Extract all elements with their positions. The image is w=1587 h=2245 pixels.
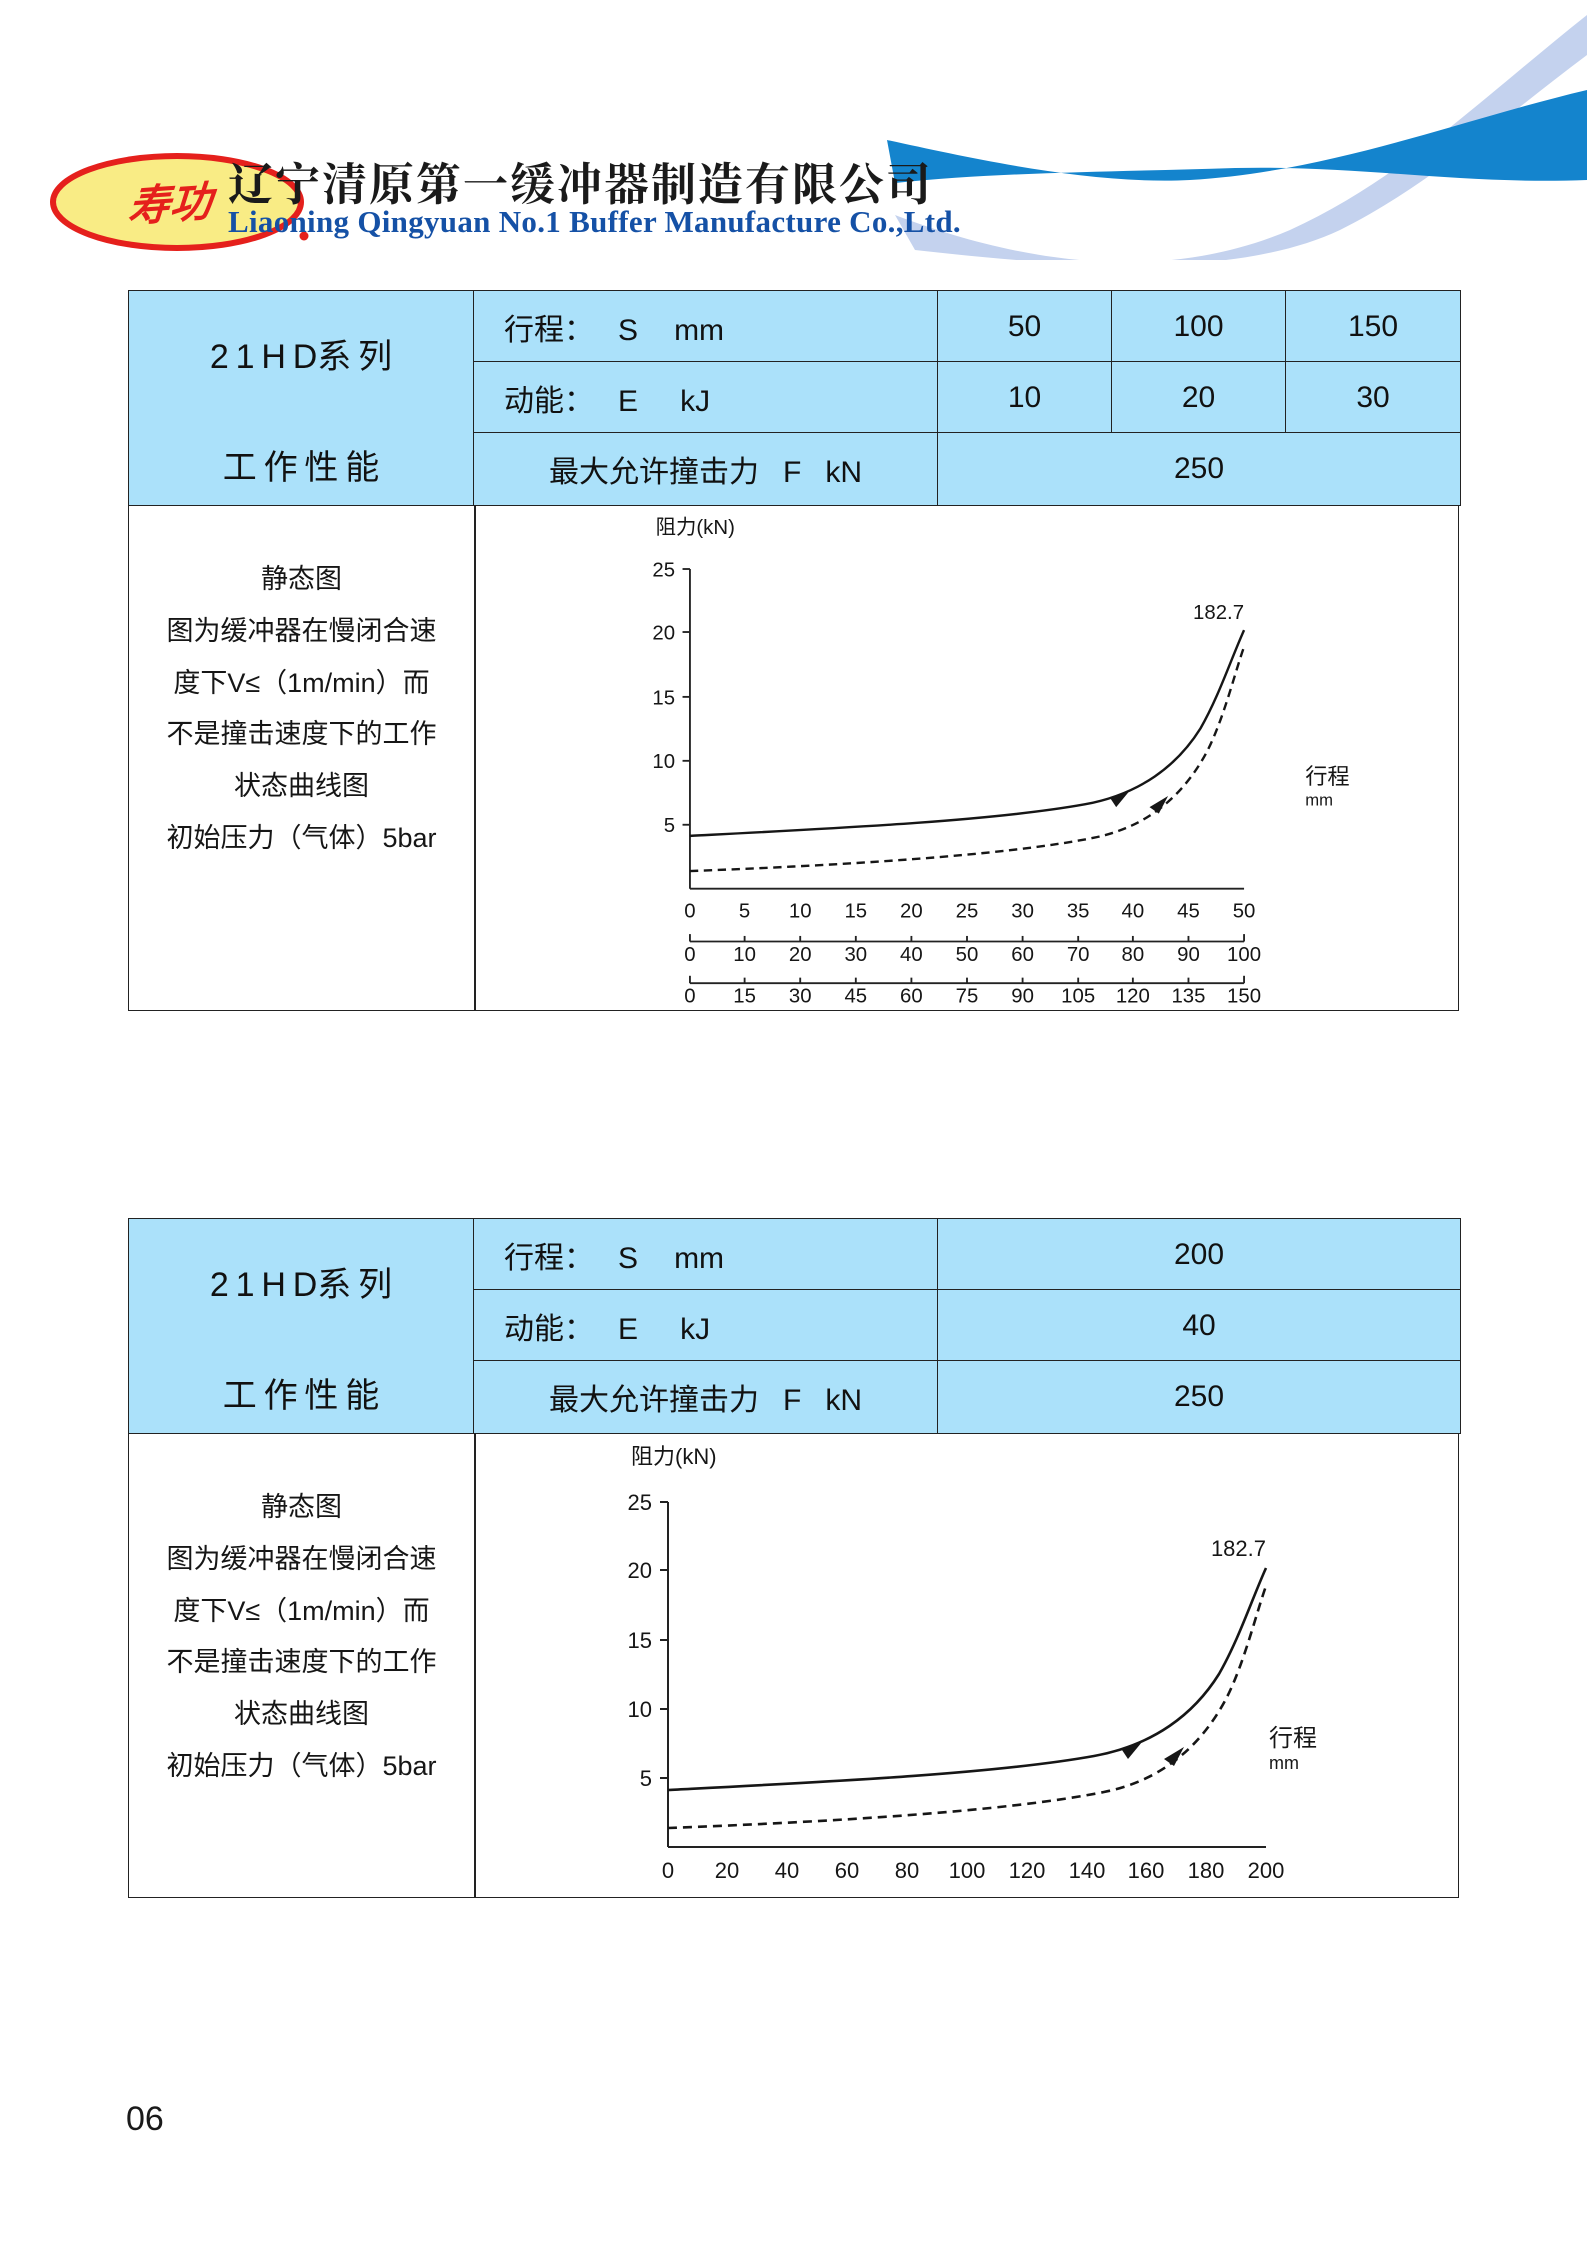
svg-text:20: 20 <box>900 900 923 922</box>
svg-text:45: 45 <box>1177 900 1200 922</box>
svg-text:60: 60 <box>1011 944 1034 966</box>
svg-text:20: 20 <box>789 944 812 966</box>
svg-text:60: 60 <box>900 986 923 1008</box>
svg-text:160: 160 <box>1128 1858 1165 1883</box>
svg-text:40: 40 <box>1122 900 1145 922</box>
svg-text:80: 80 <box>1122 944 1145 966</box>
svg-text:20: 20 <box>715 1858 739 1883</box>
svg-text:140: 140 <box>1069 1858 1106 1883</box>
svg-text:45: 45 <box>844 986 867 1008</box>
svg-text:70: 70 <box>1067 944 1090 966</box>
svg-text:15: 15 <box>652 687 675 709</box>
svg-text:25: 25 <box>628 1490 652 1515</box>
svg-text:25: 25 <box>956 900 979 922</box>
svg-text:135: 135 <box>1171 986 1205 1008</box>
svg-text:100: 100 <box>949 1858 986 1883</box>
svg-text:15: 15 <box>733 986 756 1008</box>
svg-text:25: 25 <box>652 559 675 581</box>
svg-text:0: 0 <box>684 900 695 922</box>
svg-text:30: 30 <box>789 986 812 1008</box>
svg-text:20: 20 <box>628 1558 652 1583</box>
svg-text:180: 180 <box>1188 1858 1225 1883</box>
svg-text:40: 40 <box>775 1858 799 1883</box>
svg-text:30: 30 <box>1011 900 1034 922</box>
svg-text:182.7: 182.7 <box>1193 602 1244 624</box>
svg-text:0: 0 <box>684 944 695 966</box>
svg-text:50: 50 <box>1233 900 1256 922</box>
svg-text:40: 40 <box>900 944 923 966</box>
svg-text:15: 15 <box>628 1628 652 1653</box>
svg-text:20: 20 <box>652 622 675 644</box>
svg-text:105: 105 <box>1061 986 1095 1008</box>
svg-text:200: 200 <box>1248 1858 1285 1883</box>
svg-text:阻力(kN): 阻力(kN) <box>631 1444 717 1469</box>
svg-text:5: 5 <box>664 815 675 837</box>
svg-text:120: 120 <box>1009 1858 1046 1883</box>
svg-text:120: 120 <box>1116 986 1150 1008</box>
svg-text:行程: 行程 <box>1269 1725 1317 1752</box>
svg-text:5: 5 <box>739 900 750 922</box>
svg-text:0: 0 <box>662 1858 674 1883</box>
svg-text:10: 10 <box>628 1697 652 1722</box>
svg-text:行程: 行程 <box>1305 764 1349 789</box>
svg-text:10: 10 <box>652 751 675 773</box>
svg-text:10: 10 <box>789 900 812 922</box>
svg-text:150: 150 <box>1227 986 1261 1008</box>
svg-text:90: 90 <box>1177 944 1200 966</box>
svg-text:182.7: 182.7 <box>1211 1536 1266 1561</box>
svg-text:75: 75 <box>956 986 979 1008</box>
svg-text:30: 30 <box>844 944 867 966</box>
svg-text:15: 15 <box>844 900 867 922</box>
svg-text:寿功: 寿功 <box>126 177 218 230</box>
svg-text:50: 50 <box>956 944 979 966</box>
svg-text:10: 10 <box>733 944 756 966</box>
svg-text:100: 100 <box>1227 944 1261 966</box>
svg-text:mm: mm <box>1269 1753 1299 1773</box>
svg-text:80: 80 <box>895 1858 919 1883</box>
svg-text:mm: mm <box>1305 790 1333 809</box>
svg-text:阻力(kN): 阻力(kN) <box>656 516 735 539</box>
svg-text:90: 90 <box>1011 986 1034 1008</box>
svg-text:5: 5 <box>640 1766 652 1791</box>
svg-text:60: 60 <box>835 1858 859 1883</box>
svg-text:0: 0 <box>684 986 695 1008</box>
svg-text:35: 35 <box>1067 900 1090 922</box>
